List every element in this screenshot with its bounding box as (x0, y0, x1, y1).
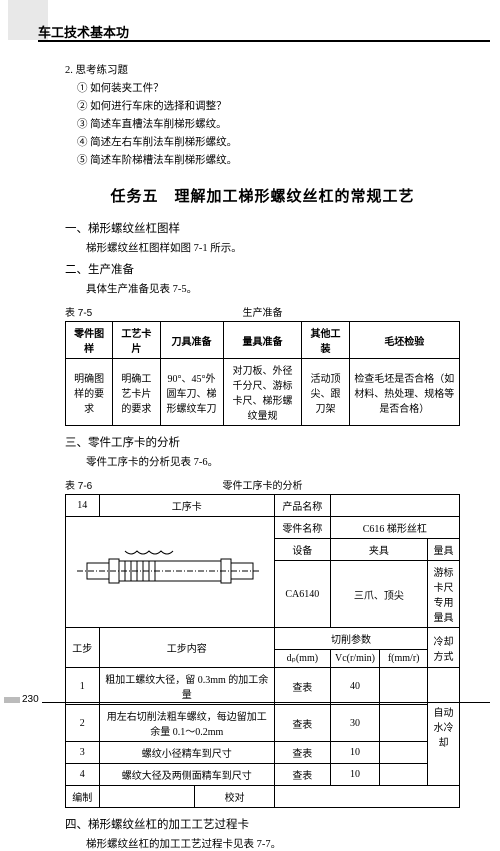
cell: 查表 (274, 764, 330, 786)
table-row: 2 用左右切削法粗车螺纹，每边留加工余量 0.1～0.2mm 查表 30 (66, 705, 460, 742)
cell: 零件名称 (274, 517, 330, 539)
cell: 螺纹大径及两侧面精车到尺寸 (99, 764, 274, 786)
main-content: 2. 思考练习题 ① 如何装夹工件？ ② 如何进行车床的选择和调整？ ③ 简述车… (0, 40, 500, 851)
cell: 查表 (274, 668, 330, 705)
cell: 自动水冷却 (428, 668, 460, 786)
cell: 4 (66, 764, 100, 786)
section-heading: 一、梯形螺纹丝杠图样 (65, 220, 460, 236)
q-item: ③ 简述车直槽法车削梯形螺纹。 (77, 116, 460, 131)
table-prep: 零件图样 工艺卡片 刀具准备 量具准备 其他工装 毛坯检验 明确图样的要求 明确… (65, 321, 460, 426)
header-title: 车工技术基本功 (38, 25, 129, 40)
cell (99, 786, 195, 808)
col-header: 工艺卡片 (113, 322, 160, 359)
col-header: 其他工装 (302, 322, 349, 359)
paragraph: 梯形螺纹丝杠的加工工艺过程卡见表 7-7。 (65, 836, 460, 851)
cell: 1 (66, 668, 100, 705)
cell (380, 742, 428, 764)
table-row: 工步 工步内容 切削参数 冷却方式 (66, 628, 460, 650)
table-process: 14 工序卡 产品名称 (65, 494, 460, 808)
table-row: 3 螺纹小径精车到尺寸 查表 10 (66, 742, 460, 764)
table-number: 表 7-6 (65, 477, 135, 492)
table-row: 14 工序卡 产品名称 (66, 495, 460, 517)
table-row: 4 螺纹大径及两侧面精车到尺寸 查表 10 (66, 764, 460, 786)
cell (380, 764, 428, 786)
cell: 夹具 (330, 539, 427, 561)
col-header: 切削参数 (274, 628, 427, 650)
q-heading: 2. 思考练习题 (65, 62, 460, 77)
cell: 2 (66, 705, 100, 742)
cell: 检查毛坯是否合格（如材料、热处理、规格等是否合格） (349, 359, 459, 426)
cell: 设备 (274, 539, 330, 561)
cell: 粗加工螺纹大径，留 0.3mm 的加工余量 (99, 668, 274, 705)
cell: 40 (330, 668, 380, 705)
table-row: 编制 校对 (66, 786, 460, 808)
cell: 查表 (274, 742, 330, 764)
cell: CA6140 (274, 561, 330, 628)
table-row: 明确图样的要求 明确工艺卡片的要求 90°、45°外圆车刀、梯形螺纹车刀 对刀板… (66, 359, 460, 426)
task-title: 任务五 理解加工梯形螺纹丝杠的常规工艺 (65, 185, 460, 206)
table-row: 零件图样 工艺卡片 刀具准备 量具准备 其他工装 毛坯检验 (66, 322, 460, 359)
table-number: 表 7-5 (65, 304, 135, 319)
cell: 明确图样的要求 (66, 359, 113, 426)
cell: 活动顶尖、跟刀架 (302, 359, 349, 426)
paragraph: 梯形螺纹丝杠图样如图 7-1 所示。 (65, 240, 460, 255)
col-header: 冷却方式 (428, 628, 460, 668)
cell (330, 495, 459, 517)
cell: 螺纹小径精车到尺寸 (99, 742, 274, 764)
col-header: 刀具准备 (160, 322, 223, 359)
col-header: Vc(r/min) (330, 650, 380, 668)
table-row: 1 粗加工螺纹大径，留 0.3mm 的加工余量 查表 40 自动水冷却 (66, 668, 460, 705)
cell: 三爪、顶尖 (330, 561, 427, 628)
table-caption: 零件工序卡的分析 (135, 477, 390, 492)
cell: 14 (66, 495, 100, 517)
cell: 明确工艺卡片的要求 (113, 359, 160, 426)
col-header: 零件图样 (66, 322, 113, 359)
paragraph: 具体生产准备见表 7-5。 (65, 281, 460, 296)
col-header: 工步 (66, 628, 100, 668)
cell (274, 786, 459, 808)
leadscrew-diagram (75, 545, 265, 597)
page-number-box: 230 (4, 694, 39, 705)
section-heading: 二、生产准备 (65, 261, 460, 277)
q-item: ② 如何进行车床的选择和调整？ (77, 98, 460, 113)
diagram-cell (66, 517, 275, 628)
cell: 90°、45°外圆车刀、梯形螺纹车刀 (160, 359, 223, 426)
cell: 3 (66, 742, 100, 764)
page-number: 230 (22, 694, 39, 705)
cell (380, 705, 428, 742)
cell: 工序卡 (99, 495, 274, 517)
q-item: ⑤ 简述车阶梯槽法车削梯形螺纹。 (77, 152, 460, 167)
col-header: 量具准备 (223, 322, 302, 359)
footer-rule (42, 702, 490, 703)
cell: 编制 (66, 786, 100, 808)
cell: 10 (330, 764, 380, 786)
cell: 查表 (274, 705, 330, 742)
cell: 产品名称 (274, 495, 330, 517)
col-header: f(mm/r) (380, 650, 428, 668)
cell: 10 (330, 742, 380, 764)
q-item: ④ 简述左右车削法车削梯形螺纹。 (77, 134, 460, 149)
cell (380, 668, 428, 705)
col-header: 工步内容 (99, 628, 274, 668)
cell: 对刀板、外径千分尺、游标卡尺、梯形螺纹量规 (223, 359, 302, 426)
cell: 量具 (428, 539, 460, 561)
table-row: 零件名称 C616 梯形丝杠 (66, 517, 460, 539)
cell: 30 (330, 705, 380, 742)
cell: 游标卡尺专用量具 (428, 561, 460, 628)
q-item: ① 如何装夹工件？ (77, 80, 460, 95)
table-caption: 生产准备 (135, 304, 390, 319)
cell: C616 梯形丝杠 (330, 517, 459, 539)
paragraph: 零件工序卡的分析见表 7-6。 (65, 454, 460, 469)
page-header: 车工技术基本功 (0, 0, 500, 40)
header-rule (38, 40, 490, 42)
section-heading: 三、零件工序卡的分析 (65, 434, 460, 450)
cell: 校对 (195, 786, 275, 808)
col-header: 毛坯检验 (349, 322, 459, 359)
page-number-decor (4, 697, 20, 703)
page: 车工技术基本功 2. 思考练习题 ① 如何装夹工件？ ② 如何进行车床的选择和调… (0, 0, 500, 725)
col-header: dₚ(mm) (274, 650, 330, 668)
cell: 用左右切削法粗车螺纹，每边留加工余量 0.1～0.2mm (99, 705, 274, 742)
section-heading: 四、梯形螺纹丝杠的加工工艺过程卡 (65, 816, 460, 832)
